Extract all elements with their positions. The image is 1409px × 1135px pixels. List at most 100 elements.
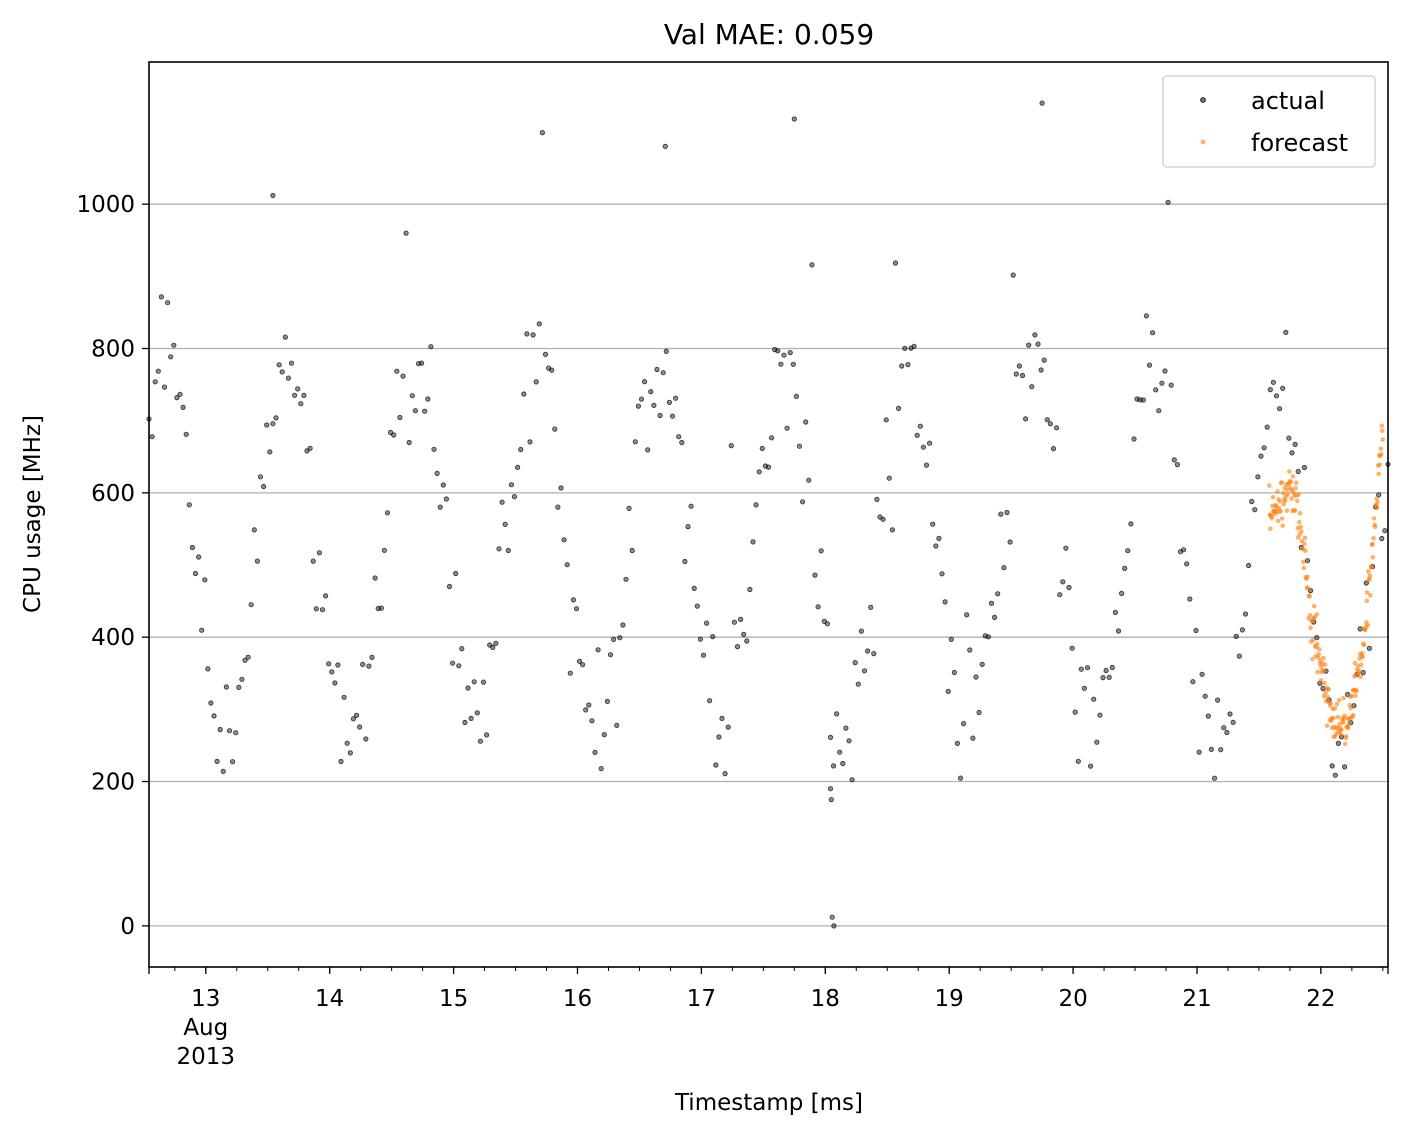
actual-point (1128, 521, 1134, 527)
actual-point (1273, 393, 1280, 399)
actual-point (672, 395, 679, 401)
actual-point (511, 493, 518, 500)
forecast-point (1305, 574, 1310, 580)
actual-point (1004, 509, 1010, 516)
forecast-point (1379, 423, 1385, 429)
forecast-point (1345, 725, 1351, 731)
actual-point (1332, 772, 1338, 778)
forecast-point (1375, 499, 1380, 505)
actual-point (960, 720, 967, 727)
forecast-point (1280, 523, 1285, 528)
actual-point (353, 712, 360, 719)
actual-point (490, 644, 496, 651)
legend-label-actual: actual (1251, 87, 1325, 115)
actual-point (1165, 199, 1171, 205)
actual-point (623, 576, 629, 582)
forecast-point (1288, 479, 1294, 485)
actual-point (1335, 740, 1342, 747)
actual-point (796, 443, 803, 449)
actual-point (703, 620, 710, 626)
actual-point (257, 474, 264, 480)
forecast-point (1308, 625, 1313, 630)
actual-point (824, 621, 831, 627)
actual-point (694, 603, 700, 609)
actual-point (245, 654, 251, 660)
actual-point (604, 698, 611, 705)
forecast-point (1351, 712, 1356, 718)
actual-point (372, 575, 378, 581)
actual-point (335, 662, 341, 668)
actual-point (443, 496, 449, 502)
actual-point (629, 547, 635, 554)
actual-point (180, 404, 186, 410)
actual-point (1230, 719, 1236, 726)
forecast-point (1368, 593, 1373, 598)
actual-point (601, 731, 607, 738)
actual-point (954, 740, 961, 747)
actual-point (496, 546, 502, 552)
actual-point (483, 732, 490, 738)
forecast-point (1342, 741, 1348, 747)
forecast-point (1376, 471, 1381, 477)
actual-point (1103, 667, 1109, 674)
actual-point (654, 366, 660, 373)
actual-point (1106, 674, 1112, 680)
forecast-point (1359, 651, 1365, 656)
actual-point (874, 496, 880, 502)
actual-point (279, 369, 285, 375)
actual-point (174, 394, 180, 401)
actual-point (1314, 635, 1320, 641)
actual-point (840, 760, 846, 767)
actual-point (208, 700, 214, 706)
actual-point (728, 442, 734, 449)
actual-point (295, 386, 301, 392)
y-axis: 0 200 400 600 800 1000 (76, 192, 149, 940)
actual-point (1022, 416, 1029, 422)
x-tick-label: 13 (191, 986, 220, 1012)
forecast-point (1305, 586, 1311, 591)
actual-point (384, 510, 391, 516)
actual-point (254, 558, 260, 564)
actual-point (920, 444, 927, 450)
actual-point (995, 591, 1001, 597)
forecast-point (1293, 485, 1298, 491)
y-tick-label: 400 (91, 625, 135, 651)
actual-point (1280, 385, 1286, 391)
actual-point (418, 360, 425, 366)
actual-point (236, 684, 242, 691)
actual-point (1215, 697, 1221, 703)
actual-point (753, 502, 759, 508)
actual-point (1115, 628, 1122, 634)
x-tick-label: 16 (563, 986, 592, 1012)
forecast-point (1297, 511, 1303, 516)
actual-point (648, 388, 654, 395)
actual-point (1277, 406, 1283, 412)
forecast-point (1366, 569, 1371, 574)
actual-point (291, 392, 298, 398)
actual-point (1261, 445, 1267, 451)
legend: actual forecast (1162, 75, 1376, 168)
forecast-point (1275, 489, 1280, 494)
forecast-point (1280, 490, 1286, 496)
forecast-point (1364, 598, 1370, 604)
actual-point (889, 527, 896, 533)
actual-point (1211, 775, 1218, 781)
actual-point (936, 535, 942, 542)
actual-point (1072, 709, 1078, 715)
actual-point (576, 658, 583, 665)
actual-point (366, 663, 372, 669)
actual-point (725, 724, 731, 730)
actual-point (322, 593, 329, 599)
forecast-point (1284, 508, 1290, 513)
forecast-point (1378, 446, 1384, 452)
actual-point (1187, 596, 1193, 602)
actual-point (849, 777, 855, 783)
actual-point (830, 763, 837, 769)
actual-point (1190, 679, 1196, 685)
actual-point (369, 654, 375, 661)
forecast-point (1322, 662, 1328, 667)
forecast-point (1316, 652, 1322, 657)
forecast-point (1348, 705, 1354, 711)
actual-point (967, 647, 973, 653)
